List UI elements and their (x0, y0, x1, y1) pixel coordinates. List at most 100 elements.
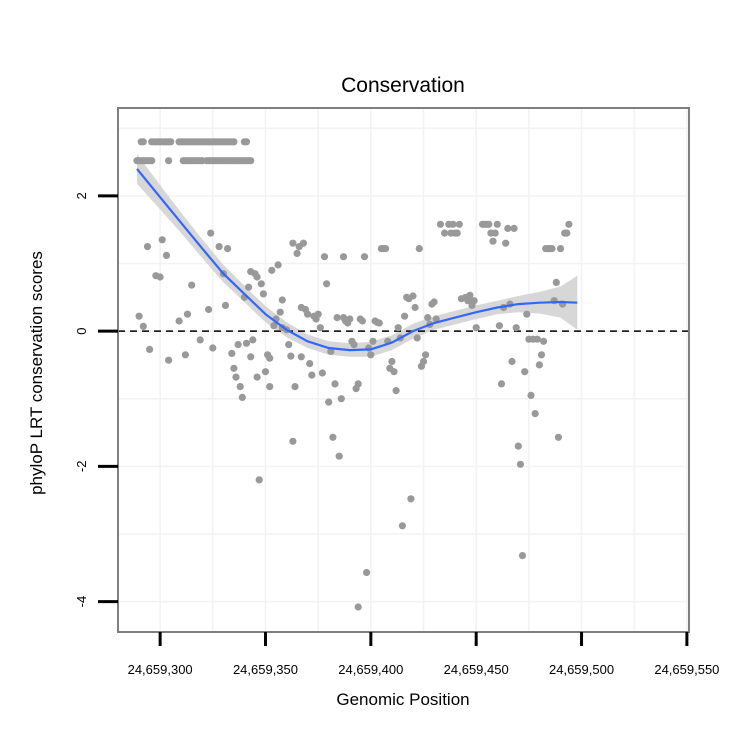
data-point (181, 351, 189, 359)
data-point (504, 224, 512, 232)
smooth-trend-line (136, 168, 578, 352)
data-point (247, 157, 255, 165)
data-point (354, 380, 362, 388)
confidence-band-area (137, 154, 578, 357)
y-axis-label: phyloP LRT conservation scores (27, 251, 46, 495)
data-point (518, 552, 527, 560)
data-point (430, 298, 438, 306)
data-point (266, 383, 274, 391)
data-point (253, 273, 261, 281)
data-point (354, 603, 362, 611)
data-point (367, 351, 375, 359)
data-point (548, 245, 556, 253)
data-point (316, 324, 324, 332)
data-point (274, 261, 282, 269)
chart-title: Conservation (341, 74, 465, 97)
data-point (242, 138, 251, 146)
data-point (533, 335, 541, 343)
data-point (188, 281, 196, 289)
data-point (183, 310, 192, 318)
data-point (297, 353, 305, 361)
data-point (424, 314, 432, 322)
data-point (540, 337, 548, 345)
data-point (516, 460, 525, 468)
x-tick-label: 24,659,500 (549, 662, 614, 677)
data-point (363, 568, 371, 577)
data-point (236, 383, 244, 391)
data-point (419, 357, 428, 366)
data-point (148, 157, 156, 165)
panel-grid (118, 108, 689, 632)
data-point (320, 253, 329, 261)
data-point (135, 312, 143, 320)
data-point (314, 310, 322, 318)
data-point (360, 253, 369, 261)
data-point (325, 398, 333, 406)
data-point (196, 336, 204, 344)
y-tick-label: -4 (74, 596, 89, 608)
data-point (268, 266, 276, 274)
data-point (346, 315, 354, 323)
data-point (207, 229, 215, 237)
x-tick-label: 24,659,300 (128, 662, 193, 677)
data-point (278, 296, 286, 304)
data-point (156, 273, 164, 281)
data-point (369, 337, 377, 345)
data-point (230, 364, 238, 372)
data-point (339, 253, 348, 261)
data-point (158, 236, 166, 244)
data-point (422, 351, 430, 359)
data-point (289, 437, 297, 445)
data-point (167, 138, 175, 146)
data-point (299, 239, 307, 247)
data-point (527, 391, 535, 399)
data-point (331, 380, 339, 388)
data-point (441, 229, 449, 237)
data-point (291, 383, 299, 391)
data-point (514, 442, 522, 450)
data-point (449, 220, 457, 228)
data-point (285, 341, 293, 349)
data-point (306, 360, 314, 368)
data-point (242, 339, 251, 347)
data-point (411, 303, 419, 312)
data-point (493, 220, 501, 228)
data-point (335, 452, 343, 460)
data-point (249, 336, 257, 344)
data-point (436, 220, 444, 228)
data-point (382, 245, 390, 253)
data-point (205, 305, 213, 314)
data-point (432, 315, 440, 323)
data-point (554, 433, 563, 441)
data-point (255, 476, 263, 484)
data-point (409, 292, 417, 300)
data-point (289, 239, 297, 247)
data-point (261, 368, 270, 376)
data-point (165, 356, 173, 364)
data-point (139, 138, 147, 146)
data-point (510, 224, 518, 232)
data-point (398, 522, 406, 530)
data-point (146, 345, 154, 353)
x-tick-label: 24,659,350 (233, 662, 298, 677)
data-point (470, 297, 478, 305)
data-point (390, 368, 398, 376)
y-tick-label: 0 (74, 327, 89, 334)
data-point (337, 395, 345, 403)
data-point (375, 319, 383, 327)
data-point (224, 245, 232, 253)
panel-border (117, 107, 690, 633)
data-point (162, 251, 171, 259)
data-point (139, 322, 147, 330)
data-point (257, 280, 265, 288)
data-point (489, 237, 497, 245)
data-point (394, 324, 402, 332)
data-point (228, 349, 236, 357)
data-point (276, 308, 284, 316)
data-point (497, 380, 506, 388)
data-point (455, 220, 463, 228)
data-point (563, 229, 571, 237)
data-point (491, 229, 499, 237)
data-point (407, 495, 415, 503)
